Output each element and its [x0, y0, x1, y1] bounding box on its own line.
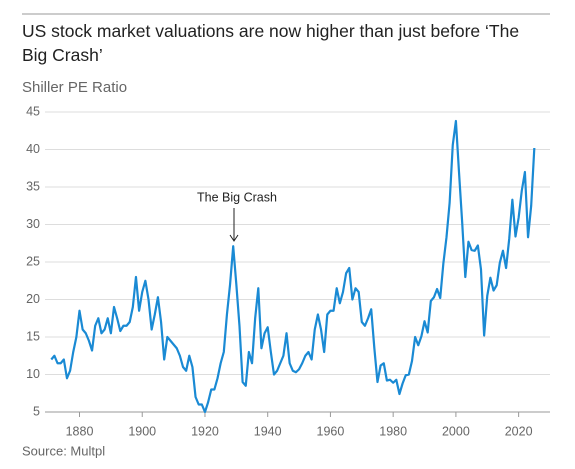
source: Source: Multpl: [22, 443, 105, 458]
line-series: [50, 119, 536, 414]
x-tick-label: 1960: [317, 424, 345, 438]
y-tick-label: 25: [26, 254, 40, 268]
y-tick-label: 35: [26, 179, 40, 193]
chart-subtitle: Shiller PE Ratio: [22, 79, 127, 96]
x-tick-label: 1920: [191, 424, 219, 438]
chart-title: US stock market valuations are now highe…: [22, 21, 519, 65]
x-tick-label: 1880: [66, 424, 94, 438]
y-tick-label: 45: [26, 104, 40, 118]
y-tick-label: 30: [26, 217, 40, 231]
y-tick-label: 20: [26, 292, 40, 306]
x-tick-label: 1900: [128, 424, 156, 438]
x-tick-label: 2020: [505, 424, 533, 438]
x-tick-label: 1940: [254, 424, 282, 438]
y-tick-label: 40: [26, 142, 40, 156]
annotation-arrowhead: [229, 234, 239, 242]
y-tick-label: 5: [33, 404, 40, 418]
y-tick-label: 15: [26, 329, 40, 343]
x-tick-label: 2000: [442, 424, 470, 438]
annotation: The Big Crash: [197, 190, 277, 204]
x-tick-label: 1980: [379, 424, 407, 438]
y-tick-label: 10: [26, 367, 40, 381]
